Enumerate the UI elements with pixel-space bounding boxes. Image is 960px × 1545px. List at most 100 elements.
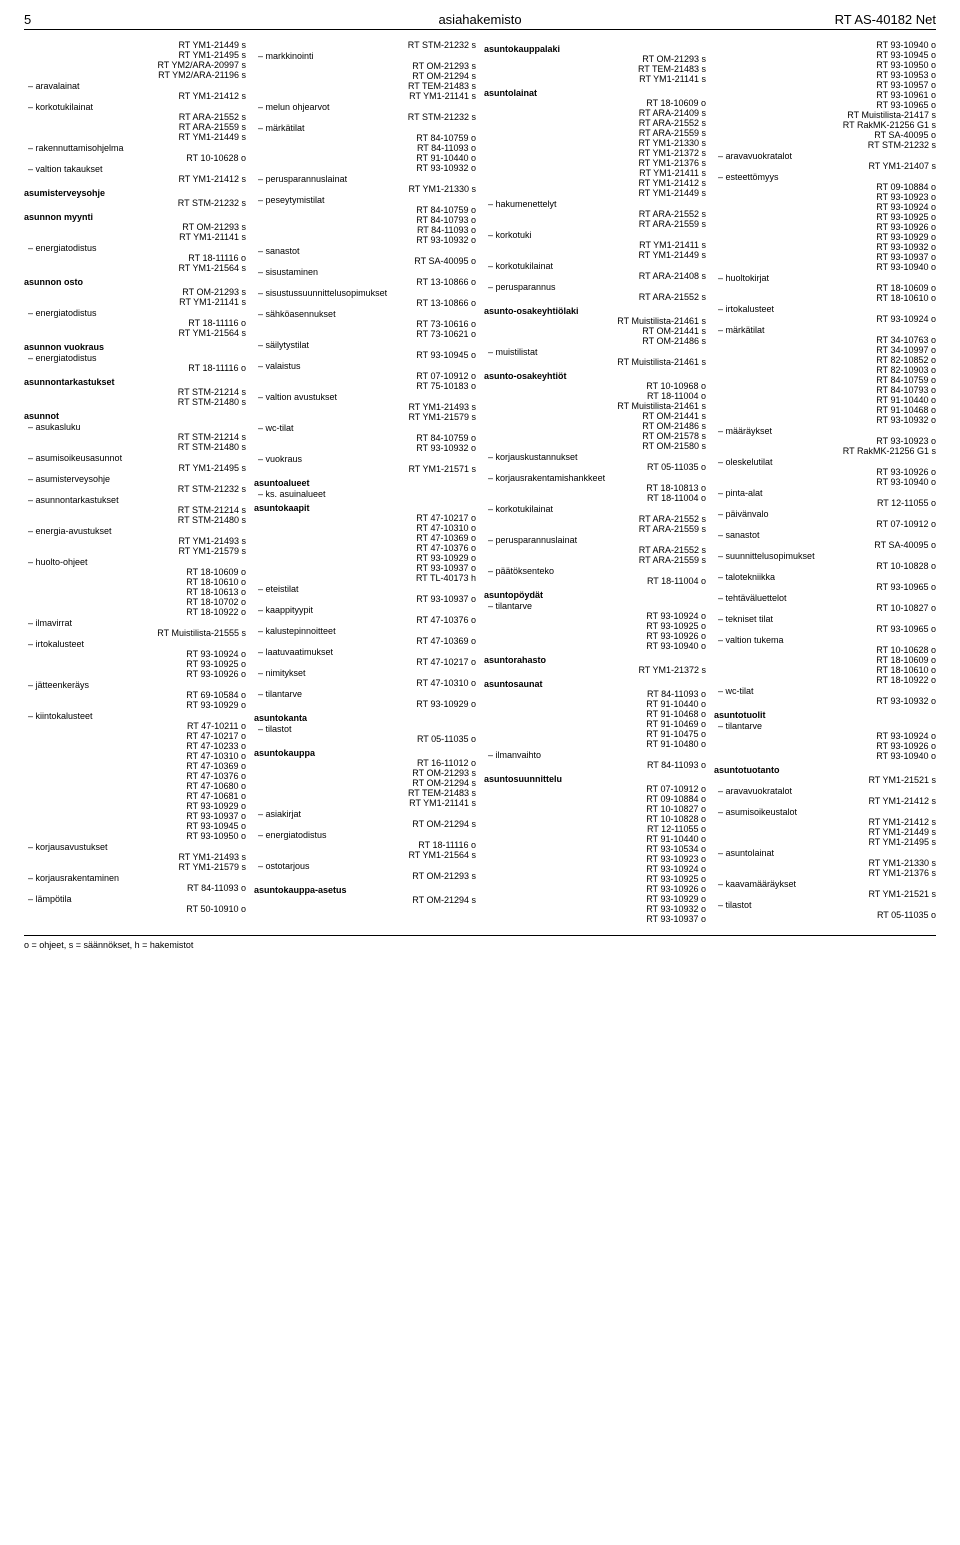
index-ref: RT 93-10940 o — [484, 641, 706, 651]
index-ref: RT 93-10945 o — [24, 821, 246, 831]
index-ref: RT 93-10932 o — [714, 242, 936, 252]
index-ref: RT 91-10440 o — [484, 699, 706, 709]
index-sub-entry: tilastot — [258, 724, 476, 734]
index-main-entry: asunnon osto — [24, 277, 246, 287]
index-main-entry: asuntokauppa-asetus — [254, 885, 476, 895]
index-sub-entry: päätöksenteko — [488, 566, 706, 576]
index-ref: RT YM1-21411 s — [484, 168, 706, 178]
index-ref: RT 12-11055 o — [484, 824, 706, 834]
index-ref: RT YM1-21449 s — [484, 250, 706, 260]
index-sub-entry: sähköasennukset — [258, 309, 476, 319]
index-ref: RT 93-10929 o — [254, 553, 476, 563]
index-ref: RT 93-10926 o — [714, 741, 936, 751]
index-ref: RT STM-21480 s — [24, 442, 246, 452]
index-sub-entry: tilastot — [718, 900, 936, 910]
index-ref: RT YM1-21412 s — [484, 178, 706, 188]
index-ref: RT 93-10932 o — [254, 443, 476, 453]
index-sub-entry: tehtäväluettelot — [718, 593, 936, 603]
index-ref: RT 34-10997 o — [714, 345, 936, 355]
index-ref: RT TEM-21483 s — [484, 64, 706, 74]
index-ref: RT 18-10613 o — [24, 587, 246, 597]
index-ref: RT 34-10763 o — [714, 335, 936, 345]
index-sub-entry: asumisoikeustalot — [718, 807, 936, 817]
index-sub-entry: korkotukilainat — [488, 261, 706, 271]
index-ref: RT 10-10828 o — [484, 814, 706, 824]
index-ref: RT YM1-21372 s — [484, 665, 706, 675]
index-ref: RT RakMK-21256 G1 s — [714, 446, 936, 456]
index-main-entry: asuntokanta — [254, 713, 476, 723]
index-ref: RT 18-11004 o — [484, 493, 706, 503]
index-main-entry: asuntopöydät — [484, 590, 706, 600]
index-ref: RT 91-10475 o — [484, 729, 706, 739]
index-sub-entry: säilytystilat — [258, 340, 476, 350]
index-ref: RT 18-10610 o — [714, 665, 936, 675]
index-ref: RT 84-10793 o — [714, 385, 936, 395]
index-ref: RT YM1-21330 s — [254, 184, 476, 194]
page-footer: o = ohjeet, s = säännökset, h = hakemist… — [24, 935, 936, 950]
index-ref: RT YM1-21412 s — [24, 174, 246, 184]
index-ref: RT 91-10440 o — [484, 834, 706, 844]
index-ref: RT 18-10609 o — [24, 567, 246, 577]
index-ref: RT YM1-21495 s — [24, 463, 246, 473]
index-sub-entry: huolto-ohjeet — [28, 557, 246, 567]
index-sub-entry: perusparannus — [488, 282, 706, 292]
index-ref: RT 93-10950 o — [24, 831, 246, 841]
index-sub-entry: asuntolainat — [718, 848, 936, 858]
index-sub-entry: perusparannuslainat — [258, 174, 476, 184]
index-ref: RT 93-10953 o — [714, 70, 936, 80]
index-ref: RT 93-10926 o — [484, 884, 706, 894]
index-main-entry: asunnon vuokraus — [24, 342, 246, 352]
index-main-entry: asunto-osakeyhtiöt — [484, 371, 706, 381]
index-ref: RT 93-10937 o — [254, 563, 476, 573]
index-ref: RT STM-21232 s — [24, 198, 246, 208]
index-ref: RT 09-10884 o — [714, 182, 936, 192]
index-ref: RT ARA-21552 s — [24, 112, 246, 122]
index-ref: RT OM-21293 s — [254, 61, 476, 71]
index-ref: RT 47-10217 o — [24, 731, 246, 741]
index-ref: RT 93-10932 o — [254, 163, 476, 173]
index-ref: RT 84-11093 o — [24, 883, 246, 893]
index-sub-entry: perusparannuslainat — [488, 535, 706, 545]
index-ref: RT STM-21232 s — [254, 112, 476, 122]
index-ref: RT 93-10534 o — [484, 844, 706, 854]
index-ref: RT ARA-21408 s — [484, 271, 706, 281]
index-ref: RT 47-10376 o — [254, 615, 476, 625]
index-ref: RT 47-10310 o — [254, 523, 476, 533]
index-ref: RT 47-10680 o — [24, 781, 246, 791]
index-ref: RT 18-10610 o — [714, 293, 936, 303]
index-sub-entry: rakennuttamisohjelma — [28, 143, 246, 153]
index-sub-entry: energiatodistus — [258, 830, 476, 840]
index-column: RT 93-10940 oRT 93-10945 oRT 93-10950 oR… — [714, 40, 936, 925]
index-ref: RT 93-10950 o — [714, 60, 936, 70]
index-sub-entry: korkotukilainat — [488, 504, 706, 514]
index-ref: RT 84-11093 o — [484, 760, 706, 770]
index-ref: RT 84-10759 o — [254, 205, 476, 215]
index-ref: RT 10-10828 o — [714, 561, 936, 571]
index-sub-entry: asumisterveysohje — [28, 474, 246, 484]
index-main-entry: asunnot — [24, 411, 246, 421]
index-ref: RT YM1-21449 s — [714, 827, 936, 837]
footer-legend: o = ohjeet, s = säännökset, h = hakemist… — [24, 940, 193, 950]
index-ref: RT OM-21294 s — [254, 71, 476, 81]
page-header: 5 asiahakemisto RT AS-40182 Net — [24, 12, 936, 30]
index-ref: RT 47-10310 o — [254, 678, 476, 688]
index-sub-entry: talotekniikka — [718, 572, 936, 582]
index-sub-entry: esteettömyys — [718, 172, 936, 182]
index-ref: RT 10-10968 o — [484, 381, 706, 391]
index-ref: RT 93-10965 o — [714, 582, 936, 592]
index-ref: RT 73-10616 o — [254, 319, 476, 329]
index-ref: RT 47-10217 o — [254, 657, 476, 667]
index-ref: RT SA-40095 o — [714, 540, 936, 550]
index-sub-entry: aravalainat — [28, 81, 246, 91]
index-sub-entry: valaistus — [258, 361, 476, 371]
index-main-entry: asuntokaapit — [254, 503, 476, 513]
index-ref: RT 18-10813 o — [484, 483, 706, 493]
index-sub-entry: ilmavirrat — [28, 618, 246, 628]
index-ref: RT 93-10957 o — [714, 80, 936, 90]
index-sub-entry: märkätilat — [718, 325, 936, 335]
index-ref: RT 93-10932 o — [254, 235, 476, 245]
index-sub-entry: ostotarjous — [258, 861, 476, 871]
index-ref: RT 93-10924 o — [484, 864, 706, 874]
index-sub-entry: melun ohjearvot — [258, 102, 476, 112]
index-ref: RT OM-21293 s — [254, 768, 476, 778]
